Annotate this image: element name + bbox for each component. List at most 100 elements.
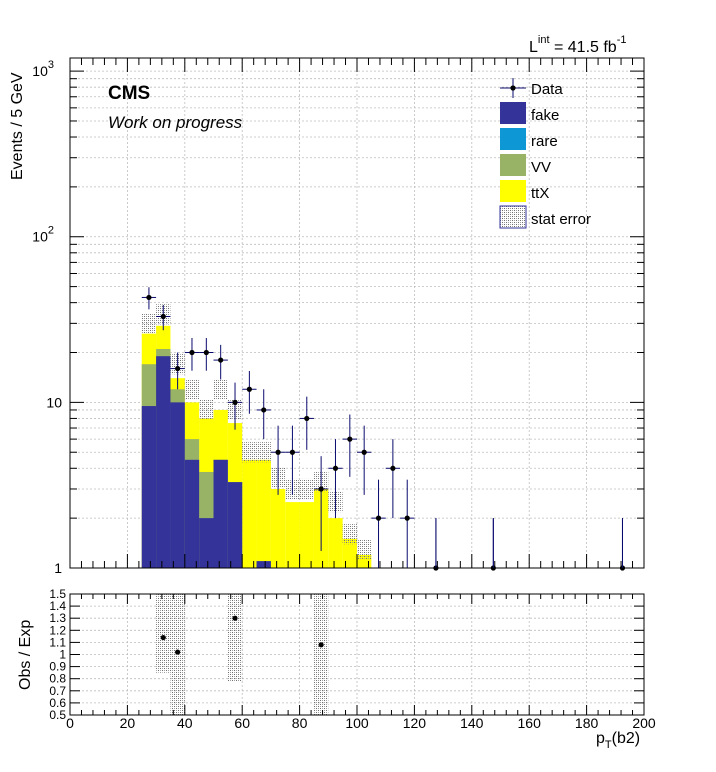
data-point bbox=[390, 465, 396, 471]
x-tick-label: 60 bbox=[234, 715, 250, 731]
data-point bbox=[189, 349, 195, 356]
top-data-points bbox=[141, 287, 630, 571]
y-tick-label-top: 103 bbox=[32, 59, 54, 79]
bar-fake bbox=[199, 518, 214, 568]
lumi-unit-super: -1 bbox=[617, 34, 627, 46]
bar-fake bbox=[184, 459, 200, 568]
data-point bbox=[361, 449, 367, 455]
y-tick-label-top: 10 bbox=[46, 394, 62, 410]
ratio-point bbox=[318, 642, 324, 648]
top-stacked-bars bbox=[141, 325, 372, 568]
ratio-y-tick-label: 0.6 bbox=[49, 696, 66, 710]
stat-error-bin bbox=[256, 442, 271, 463]
bar-ttX bbox=[256, 459, 271, 568]
ratio-y-tick-label: 1.5 bbox=[49, 587, 66, 601]
x-tick-label: 0 bbox=[66, 715, 74, 731]
legend-data-marker bbox=[510, 85, 516, 91]
x-axis-label: pT(b2) bbox=[596, 730, 640, 751]
data-point bbox=[160, 313, 166, 320]
x-tick-label: 180 bbox=[575, 715, 599, 731]
bar-fake bbox=[256, 561, 271, 568]
bar-ttX bbox=[270, 488, 286, 568]
x-label-p: p bbox=[596, 730, 605, 747]
ratio-y-tick-label: 1 bbox=[59, 648, 66, 662]
x-tick-label: 100 bbox=[345, 715, 369, 731]
data-point bbox=[304, 415, 310, 422]
bar-ttX bbox=[328, 518, 343, 568]
stat-error-bin bbox=[141, 313, 157, 334]
ratio-y-tick-label: 1.2 bbox=[49, 623, 66, 637]
stat-error-bin bbox=[184, 379, 200, 400]
lumi-label: Lint = 41.5 fb-1 bbox=[529, 34, 626, 56]
bar-fake bbox=[141, 406, 157, 568]
data-point bbox=[347, 436, 353, 442]
bar-ttX bbox=[342, 538, 357, 568]
legend-swatch-fake bbox=[500, 102, 526, 124]
y-axis-label-top: Events / 5 GeV bbox=[9, 72, 26, 180]
ratio-y-tick-label: 1.3 bbox=[49, 611, 66, 625]
data-point bbox=[175, 365, 181, 372]
ratio-y-tick-label: 0.7 bbox=[49, 684, 66, 698]
x-tick-label: 120 bbox=[403, 715, 427, 731]
ratio-point bbox=[232, 615, 238, 621]
bar-fake bbox=[170, 402, 185, 568]
legend-label: rare bbox=[531, 133, 558, 150]
bar-ttX bbox=[299, 502, 314, 568]
x-tick-label: 80 bbox=[292, 715, 308, 731]
data-point bbox=[246, 386, 252, 392]
ratio-error-band bbox=[313, 594, 329, 715]
bar-fake bbox=[227, 482, 243, 568]
ratio-point bbox=[175, 649, 181, 655]
data-point bbox=[318, 486, 324, 492]
x-tick-label: 140 bbox=[460, 715, 484, 731]
legend-label: fake bbox=[531, 107, 559, 124]
stat-error-bin bbox=[199, 399, 214, 420]
lumi-int: int bbox=[538, 34, 550, 46]
bar-fake bbox=[213, 459, 228, 568]
y-axis-label-ratio: Obs / Exp bbox=[17, 620, 34, 690]
x-tick-label: 20 bbox=[120, 715, 136, 731]
legend: Data fake rare VV ttX stat error bbox=[499, 78, 591, 229]
data-point bbox=[146, 294, 152, 301]
data-point bbox=[203, 349, 209, 356]
ratio-y-tick-label: 0.8 bbox=[49, 672, 66, 686]
stat-error-bin bbox=[242, 442, 257, 463]
x-label-rest: (b2) bbox=[612, 730, 640, 747]
data-point bbox=[404, 515, 410, 521]
data-point bbox=[218, 357, 224, 363]
legend-label: stat error bbox=[531, 211, 591, 228]
stat-error-bin bbox=[299, 478, 314, 499]
legend-swatch-stat-error bbox=[499, 205, 527, 229]
x-label-sub: T bbox=[605, 739, 612, 751]
y-tick-label-top: 1 bbox=[54, 560, 62, 576]
ratio-point bbox=[160, 634, 166, 641]
legend-label: VV bbox=[531, 159, 551, 176]
bar-ttX bbox=[242, 459, 257, 568]
ratio-error-band bbox=[156, 594, 171, 673]
ratio-y-tick-label: 1.1 bbox=[49, 635, 66, 649]
data-point bbox=[275, 449, 281, 455]
experiment-label: CMS bbox=[108, 83, 150, 104]
ratio-error-band bbox=[227, 594, 243, 682]
lumi-L: L bbox=[529, 39, 538, 56]
legend-swatch-rare bbox=[500, 128, 526, 150]
data-point bbox=[332, 465, 339, 471]
data-point bbox=[289, 449, 296, 455]
status-label: Work on progress bbox=[108, 113, 243, 132]
legend-swatch-ttX bbox=[500, 180, 526, 202]
legend-label: ttX bbox=[531, 185, 549, 202]
stat-error-bin bbox=[213, 379, 228, 400]
stat-error-bin bbox=[342, 524, 357, 545]
data-point bbox=[232, 399, 238, 405]
x-tick-label: 200 bbox=[632, 715, 656, 731]
x-tick-label: 160 bbox=[518, 715, 542, 731]
x-tick-label: 40 bbox=[177, 715, 193, 731]
stat-error-bin bbox=[357, 539, 372, 560]
bar-ttX bbox=[285, 502, 300, 568]
data-point bbox=[375, 515, 382, 521]
ratio-points bbox=[160, 615, 324, 655]
ratio-y-tick-label: 1.4 bbox=[49, 599, 66, 613]
legend-label: Data bbox=[531, 81, 563, 98]
ratio-y-tick-label: 0.9 bbox=[49, 660, 66, 674]
